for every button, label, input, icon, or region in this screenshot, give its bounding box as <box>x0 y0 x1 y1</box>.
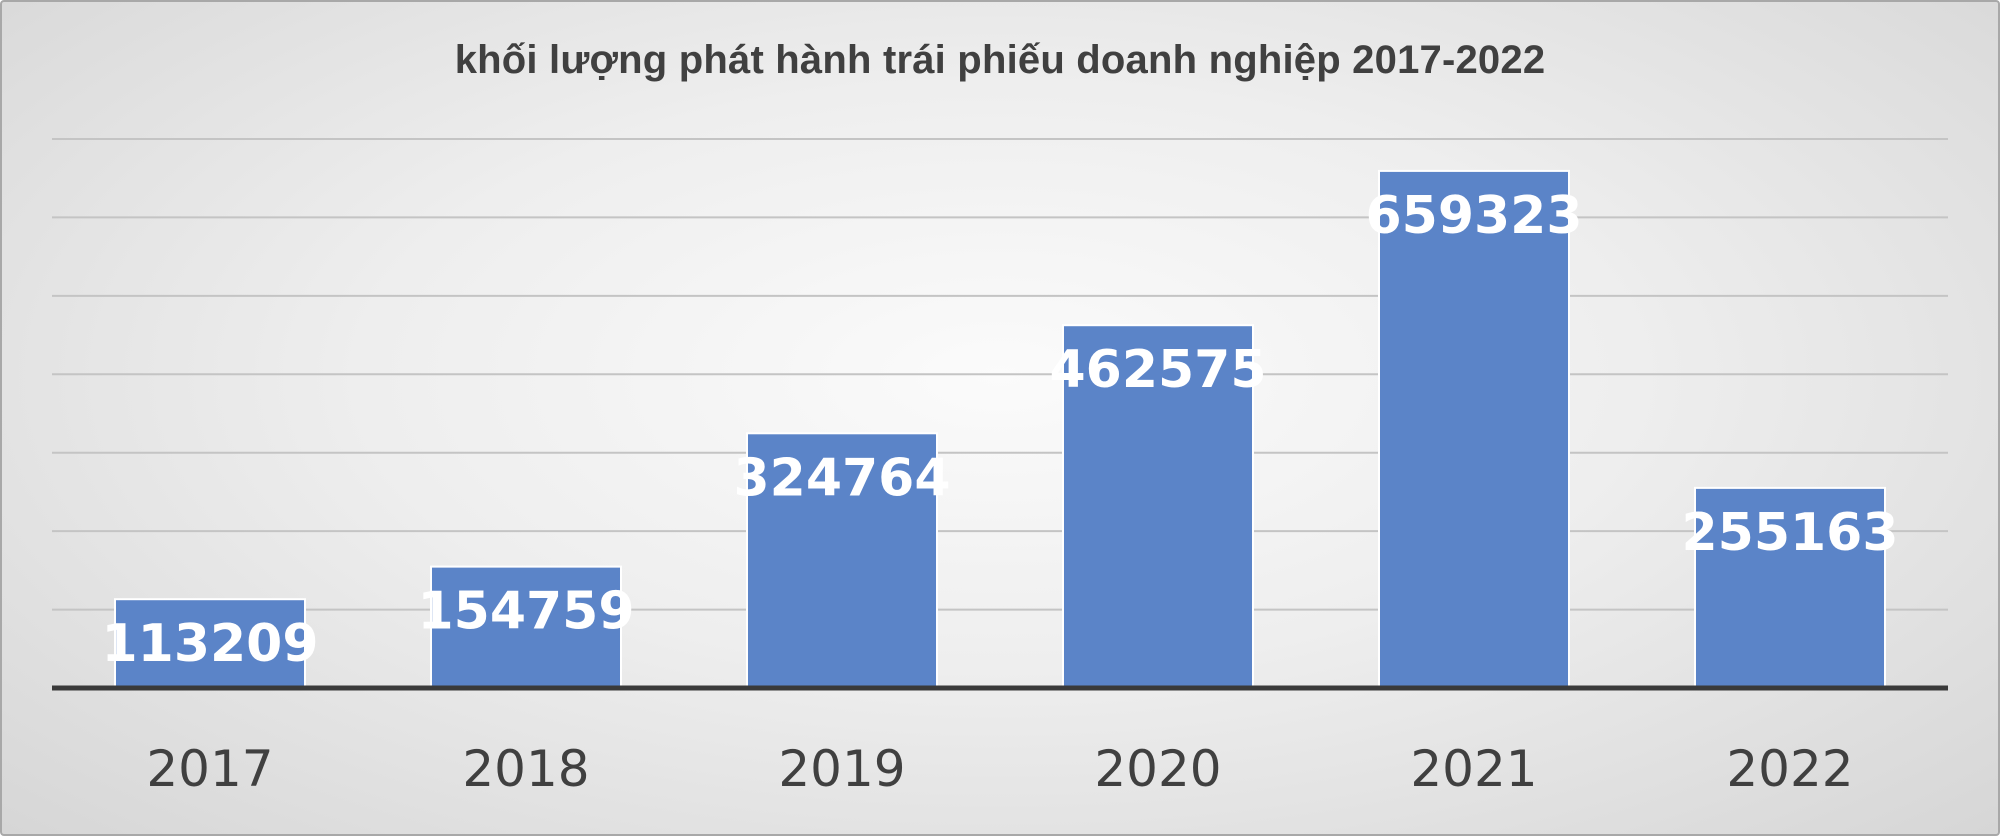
data-label-2020: 462575 <box>1049 340 1266 400</box>
bar-2021 <box>1378 169 1570 689</box>
x-tick-label-2020: 2020 <box>1094 740 1221 798</box>
data-label-2018: 154759 <box>417 582 634 642</box>
x-tick-label-2021: 2021 <box>1410 740 1537 798</box>
bar-2022 <box>1694 486 1886 689</box>
x-tick-label-2017: 2017 <box>146 740 273 798</box>
x-tick-label-2019: 2019 <box>778 740 905 798</box>
bar-2020 <box>1062 324 1254 689</box>
bar-2017 <box>114 598 306 689</box>
data-label-2022: 255163 <box>1681 503 1898 563</box>
chart-title: khối lượng phát hành trái phiếu doanh ng… <box>454 38 1546 82</box>
bar-2018 <box>430 565 622 690</box>
x-tick-label-2018: 2018 <box>462 740 589 798</box>
data-label-2019: 324764 <box>733 448 950 508</box>
data-label-2017: 113209 <box>101 614 318 674</box>
x-tick-label-2022: 2022 <box>1726 740 1853 798</box>
data-label-2021: 659323 <box>1365 186 1582 246</box>
